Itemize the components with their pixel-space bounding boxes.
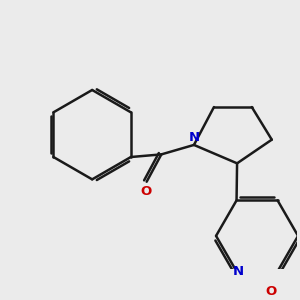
Text: N: N (188, 131, 200, 144)
Text: O: O (266, 285, 277, 298)
Text: O: O (140, 185, 151, 198)
Text: N: N (233, 265, 244, 278)
